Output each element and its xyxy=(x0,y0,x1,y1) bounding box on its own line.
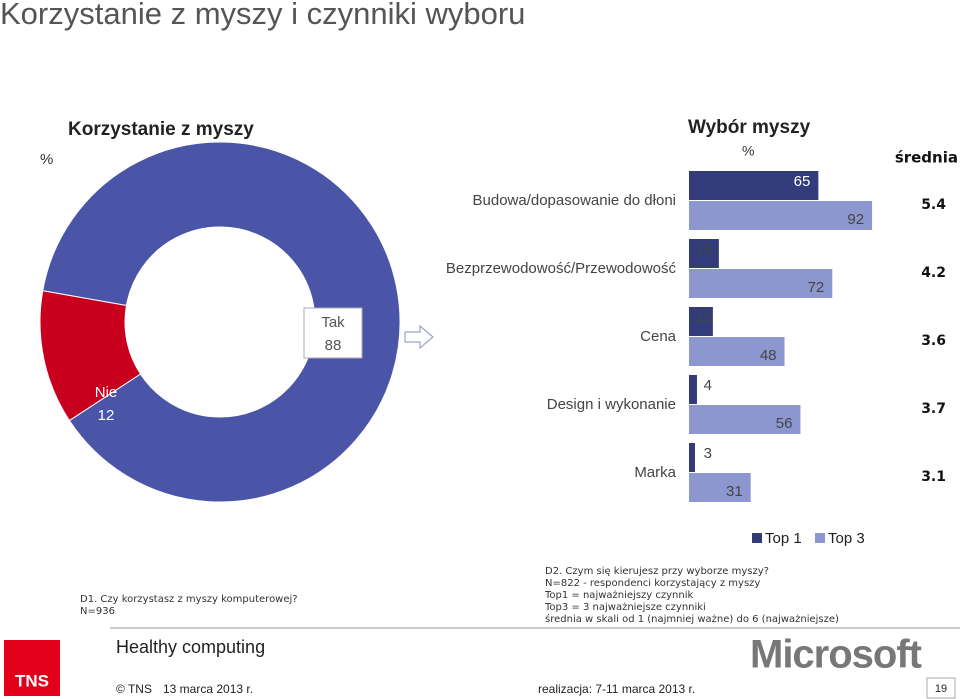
bar xyxy=(689,405,801,434)
tns-logo-text: TNS xyxy=(15,671,49,690)
bar-title: Wybór myszy xyxy=(688,117,811,138)
bar xyxy=(689,473,751,502)
mean-value: 4.2 xyxy=(921,265,946,281)
page-number: 19 xyxy=(935,683,947,695)
mean-header: średnia xyxy=(895,149,958,167)
bar-value: 65 xyxy=(794,173,811,190)
pie-unit: % xyxy=(40,151,53,168)
microsoft-logo: Microsoft xyxy=(750,633,922,677)
mean-value: 3.1 xyxy=(921,469,946,485)
slide-title: Korzystanie z myszy i czynniki wyboru xyxy=(0,0,525,31)
date: 13 marca 2013 r. xyxy=(163,682,253,696)
bar xyxy=(689,201,873,230)
note-d2: N=822 - respondenci korzystający z myszy xyxy=(545,578,760,589)
note-d2: Top3 = 3 najważniejsze czynniki xyxy=(544,602,706,613)
category-label: Bezprzewodowość/Przewodowość xyxy=(446,260,677,277)
bar-value: 31 xyxy=(726,483,743,500)
fieldwork: realizacja: 7-11 marca 2013 r. xyxy=(538,682,695,696)
note-d2: Top1 = najważniejszy czynnik xyxy=(544,590,693,601)
arrow xyxy=(404,324,434,350)
note-d2: D2. Czym się kierujesz przy wyborze mysz… xyxy=(545,566,769,577)
bar-value: 48 xyxy=(760,347,777,364)
bar-value: 12 xyxy=(695,309,712,326)
bar xyxy=(689,307,713,336)
slice-value: 88 xyxy=(325,337,342,354)
bar-value: 3 xyxy=(704,445,712,462)
bar-value: 92 xyxy=(847,211,864,228)
bar-unit: % xyxy=(742,143,754,159)
category-label: Design i wykonanie xyxy=(547,396,676,413)
bar xyxy=(689,337,785,366)
legend-swatch xyxy=(815,533,825,543)
note-d1: N=936 xyxy=(80,606,115,617)
category-label: Marka xyxy=(634,464,676,481)
mean-value: 5.4 xyxy=(921,197,946,213)
copyright: © TNS xyxy=(116,682,152,696)
bar xyxy=(689,443,695,472)
slice-label: Nie xyxy=(95,384,118,401)
note-d2: średnia w skali od 1 (najmniej ważne) do… xyxy=(545,613,839,625)
bar-value: 15 xyxy=(695,241,712,258)
tns-logo xyxy=(4,640,60,696)
category-label: Budowa/dopasowanie do dłoni xyxy=(473,192,677,209)
note-d1: D1. Czy korzystasz z myszy komputerowej? xyxy=(80,594,298,605)
category-label: Cena xyxy=(640,328,677,345)
bar-value: 56 xyxy=(776,415,793,432)
slice-label: Tak xyxy=(321,314,345,331)
tagline: Healthy computing xyxy=(116,637,265,657)
bar-value: 4 xyxy=(704,377,712,394)
donut-slice xyxy=(39,290,142,422)
bar-value: 72 xyxy=(808,279,825,296)
donut-slice xyxy=(42,141,401,503)
bar xyxy=(689,269,833,298)
slice-value: 12 xyxy=(98,407,115,424)
legend-label: Top 1 xyxy=(765,530,802,547)
bar xyxy=(689,375,697,404)
bar xyxy=(689,239,719,268)
legend-swatch xyxy=(752,533,762,543)
mean-value: 3.6 xyxy=(921,333,946,349)
slice-label-box xyxy=(303,307,363,359)
page-box xyxy=(926,677,956,699)
bar xyxy=(689,171,819,200)
mean-value: 3.7 xyxy=(921,401,946,417)
legend-label: Top 3 xyxy=(828,530,865,547)
pie-title: Korzystanie z myszy xyxy=(68,119,254,140)
